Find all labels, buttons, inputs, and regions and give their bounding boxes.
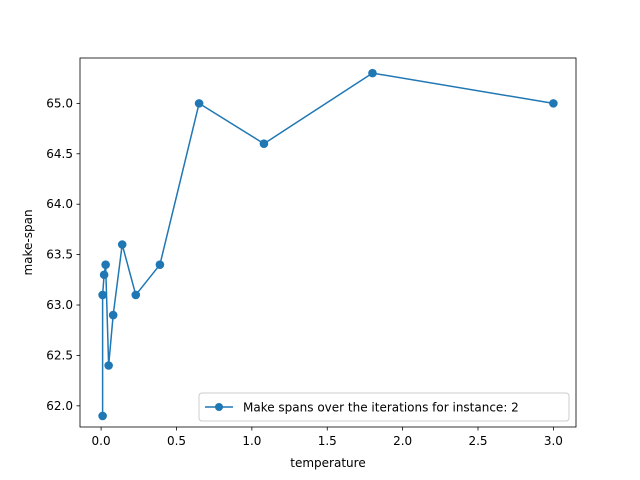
data-point bbox=[104, 361, 113, 370]
data-point bbox=[259, 139, 269, 148]
data-point bbox=[194, 99, 204, 108]
data-point bbox=[108, 310, 118, 320]
y-tick-label: 64.5 bbox=[46, 147, 73, 161]
data-point bbox=[101, 260, 110, 269]
data-point bbox=[131, 290, 141, 300]
y-tick-label: 65.0 bbox=[46, 96, 73, 110]
x-tick-label: 2.0 bbox=[393, 434, 412, 448]
data-point bbox=[117, 240, 127, 249]
data-point bbox=[549, 99, 558, 108]
axes-frame bbox=[79, 57, 577, 428]
data-point bbox=[99, 270, 109, 280]
legend-box bbox=[198, 392, 570, 422]
x-axis-ticks: 0.0 0.5 1.0 1.5 2.0 2.5 3.0 bbox=[92, 427, 563, 448]
x-tick-label: 2.5 bbox=[468, 434, 487, 448]
x-tick-label: 0.0 bbox=[92, 434, 111, 448]
data-point bbox=[98, 411, 107, 421]
legend: Make spans over the iterations for insta… bbox=[198, 392, 570, 422]
x-tick-label: 1.5 bbox=[318, 434, 337, 448]
data-point bbox=[155, 260, 165, 269]
x-tick-label: 0.5 bbox=[167, 434, 186, 448]
x-tick-label: 1.0 bbox=[242, 434, 261, 448]
y-tick-label: 62.0 bbox=[46, 399, 73, 413]
legend-marker bbox=[215, 403, 223, 411]
y-tick-label: 62.5 bbox=[46, 348, 73, 362]
x-axis-label: temperature bbox=[290, 456, 365, 470]
y-tick-label: 63.0 bbox=[46, 298, 73, 312]
y-tick-label: 64.0 bbox=[46, 197, 73, 211]
legend-label: Make spans over the iterations for insta… bbox=[243, 401, 519, 415]
data-point bbox=[98, 290, 107, 300]
y-axis-label: make-span bbox=[21, 209, 35, 275]
plot-layer bbox=[98, 68, 558, 421]
x-tick-label: 3.0 bbox=[544, 434, 563, 448]
data-point bbox=[368, 68, 377, 78]
y-axis-ticks: 62.0 62.5 63.0 63.5 64.0 64.5 65.0 bbox=[46, 96, 80, 413]
y-tick-label: 63.5 bbox=[46, 248, 73, 262]
